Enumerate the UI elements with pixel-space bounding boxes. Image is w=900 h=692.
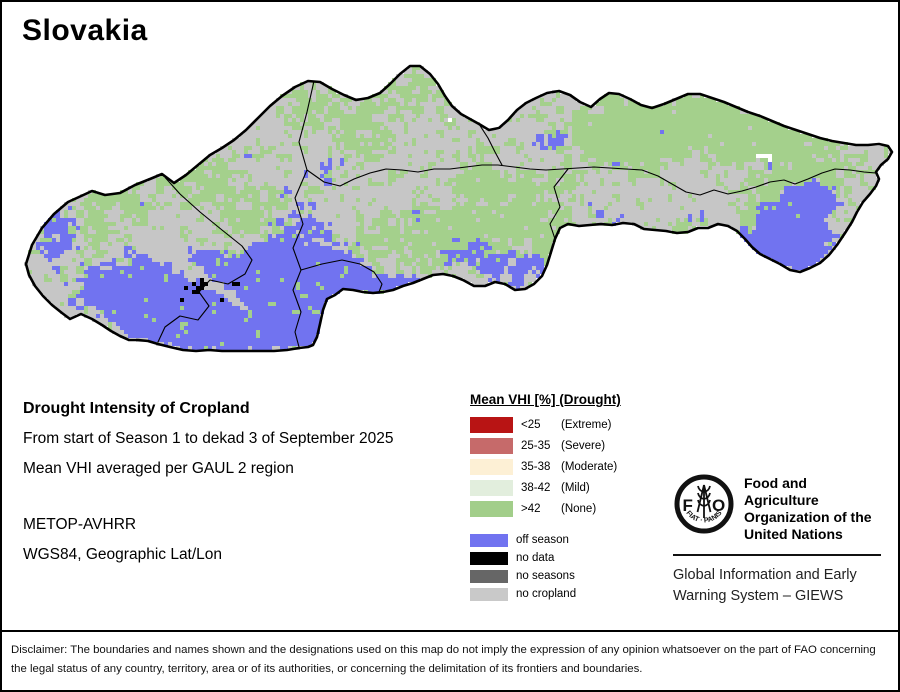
map-aggregation-line: Mean VHI averaged per GAUL 2 region: [23, 460, 294, 477]
projection-label: WGS84, Geographic Lat/Lon: [23, 546, 223, 563]
legend-row-no-data: no data: [470, 549, 680, 567]
legend-label: off season: [516, 534, 569, 546]
map-period-line: From start of Season 1 to dekad 3 of Sep…: [23, 430, 394, 447]
legend-swatch-no-cropland: [470, 587, 508, 601]
legend-row-no-cropland: no cropland: [470, 585, 680, 603]
legend-row-severe: 25-35 (Severe): [470, 435, 680, 456]
fao-divider: [673, 554, 881, 557]
map-cells-vhi-none: [28, 66, 888, 350]
legend-row-no-seasons: no seasons: [470, 567, 680, 585]
fao-giews-block: F O FIAT · PANIS Food and Agriculture Or…: [673, 472, 881, 607]
giews-name: Global Information and Early Warning Sys…: [673, 565, 881, 607]
legend-value: 38-42: [521, 481, 551, 494]
legend-row-off-season: off season: [470, 531, 680, 549]
legend-swatch-no-data: [470, 551, 508, 565]
fao-org-name: Food and Agriculture Organization of the…: [744, 472, 881, 543]
legend-swatch-moderate: [470, 458, 513, 475]
fao-org-line: Organization of the: [744, 509, 872, 526]
legend-qualifier: (Extreme): [561, 418, 612, 431]
fao-org-line: United Nations: [744, 526, 843, 543]
fao-org-line: Food and Agriculture: [744, 475, 819, 509]
legend-swatch-none: [470, 500, 513, 517]
legend-status-group: off season no data no seasons no croplan…: [470, 531, 680, 603]
map-info-block: Drought Intensity of Cropland From start…: [23, 400, 394, 576]
legend-qualifier: (None): [561, 502, 597, 515]
legend-title: Mean VHI [%] (Drought): [470, 392, 621, 407]
legend-qualifier: (Mild): [561, 481, 590, 494]
legend-row-mild: 38-42 (Mild): [470, 477, 680, 498]
legend-swatch-mild: [470, 479, 513, 496]
map-cells-no-data: [180, 278, 240, 302]
country-border: [24, 64, 894, 353]
giews-line: Warning System – GIEWS: [673, 588, 844, 605]
legend-qualifier: (Moderate): [561, 460, 618, 473]
legend-swatch-no-seasons: [470, 569, 508, 583]
page-title: Slovakia: [22, 14, 148, 47]
legend-value: 35-38: [521, 460, 551, 473]
gaul2-region-borders: [157, 80, 877, 348]
legend-label: no cropland: [516, 588, 577, 600]
fao-logo-icon: F O FIAT · PANIS: [674, 474, 734, 534]
legend-row-none: >42 (None): [470, 498, 680, 519]
legend-swatch-severe: [470, 437, 513, 454]
legend-label: no seasons: [516, 570, 575, 582]
legend-row-extreme: <25 (Extreme): [470, 414, 680, 435]
giews-line: Global Information and Early: [673, 567, 857, 584]
sensor-label: METOP-AVHRR: [23, 516, 137, 533]
disclaimer-box: Disclaimer: The boundaries and names sho…: [2, 630, 898, 690]
map-subject-heading: Drought Intensity of Cropland: [23, 400, 250, 417]
legend-value: <25: [521, 418, 541, 431]
legend-swatch-off-season: [470, 533, 508, 547]
fao-logo-wheat: [696, 484, 712, 518]
disclaimer-text: Disclaimer: The boundaries and names sho…: [11, 644, 876, 675]
legend: Mean VHI [%] (Drought) <25 (Extreme) 25-…: [470, 392, 680, 603]
legend-label: no data: [516, 552, 555, 564]
map-cells-off-season: [36, 130, 844, 350]
legend-value: 25-35: [521, 439, 551, 452]
legend-row-moderate: 35-38 (Moderate): [470, 456, 680, 477]
legend-qualifier: (Severe): [561, 439, 606, 452]
map-cells-no-cropland: [24, 66, 892, 350]
legend-value: >42: [521, 502, 541, 515]
legend-swatch-extreme: [470, 416, 513, 433]
fao-logo-letter-o: O: [712, 496, 725, 515]
fao-logo-letter-f: F: [683, 496, 693, 515]
